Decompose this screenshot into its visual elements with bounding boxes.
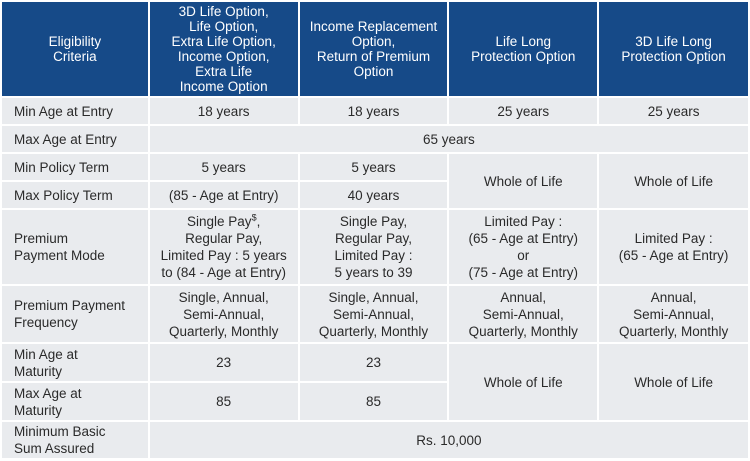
table-cell: Single Pay$, Regular Pay, Limited Pay : … xyxy=(149,210,298,284)
table-cell: 23 xyxy=(149,344,298,381)
row-min-policy-term: Min Policy Term 5 years 5 years Whole of… xyxy=(2,154,748,208)
header-3d-life-long-protection: 3D Life Long Protection Option xyxy=(599,2,748,96)
table-cell: Limited Pay : (65 - Age at Entry) or (75… xyxy=(449,210,598,284)
header-eligibility-criteria: Eligibility Criteria xyxy=(2,2,148,96)
table-cell: 25 years xyxy=(599,98,748,124)
table-cell: 85 xyxy=(149,383,298,420)
criteria-label: Min Age at Entry xyxy=(2,98,148,124)
table-cell: 23 xyxy=(299,344,448,381)
table-cell: Single, Annual, Semi-Annual, Quarterly, … xyxy=(149,286,298,342)
row-max-age-maturity: Max Age at Maturity 85 85 xyxy=(2,383,748,420)
row-premium-payment-mode: Premium Payment Mode Single Pay$, Regula… xyxy=(2,210,748,284)
row-min-basic-sum-assured: Minimum Basic Sum Assured Rs. 10,000 xyxy=(2,422,748,458)
row-max-policy-term: Max Policy Term (85 - Age at Entry) 40 y… xyxy=(2,182,748,208)
table-cell: Whole of Life xyxy=(449,154,598,208)
table-cell: Whole of Life xyxy=(599,154,748,208)
header-income-replacement-option: Income Replacement Option, Return of Pre… xyxy=(299,2,448,96)
table-cell: Limited Pay : (65 - Age at Entry) xyxy=(599,210,748,284)
criteria-label: Max Age at Maturity xyxy=(2,383,148,420)
table-cell: Single, Annual, Semi-Annual, Quarterly, … xyxy=(299,286,448,342)
criteria-label: Max Policy Term xyxy=(2,182,148,208)
header-row: Eligibility Criteria 3D Life Option, Lif… xyxy=(2,2,748,96)
row-min-age-maturity: Min Age at Maturity 23 23 Whole of Life … xyxy=(2,344,748,420)
table-cell: Annual, Semi-Annual, Quarterly, Monthly xyxy=(449,286,598,342)
row-premium-payment-frequency: Premium Payment Frequency Single, Annual… xyxy=(2,286,748,342)
table-cell: Single Pay, Regular Pay, Limited Pay : 5… xyxy=(299,210,448,284)
table-cell: Whole of Life xyxy=(449,344,598,420)
header-life-long-protection: Life Long Protection Option xyxy=(449,2,598,96)
table-cell: 18 years xyxy=(299,98,448,124)
table-cell: Rs. 10,000 xyxy=(149,422,748,458)
cell-text: , Regular Pay, Limited Pay : 5 years to … xyxy=(160,214,287,280)
row-min-age-entry: Min Age at Entry 18 years 18 years 25 ye… xyxy=(2,98,748,124)
table-cell: 25 years xyxy=(449,98,598,124)
table-cell: 65 years xyxy=(149,126,748,152)
criteria-label: Premium Payment Mode xyxy=(2,210,148,284)
table-cell: (85 - Age at Entry) xyxy=(149,182,298,208)
table-cell: Whole of Life xyxy=(599,344,748,420)
criteria-label: Minimum Basic Sum Assured xyxy=(2,422,148,458)
table-cell: 5 years xyxy=(149,154,298,180)
superscript-marker: $ xyxy=(251,212,257,223)
cell-text: Single Pay xyxy=(187,214,252,229)
table-cell: Annual, Semi-Annual, Quarterly, Monthly xyxy=(599,286,748,342)
table-cell: 5 years xyxy=(299,154,448,180)
criteria-label: Premium Payment Frequency xyxy=(2,286,148,342)
table-cell: 40 years xyxy=(299,182,448,208)
row-max-age-entry: Max Age at Entry 65 years xyxy=(2,126,748,152)
table-cell: 85 xyxy=(299,383,448,420)
criteria-label: Min Age at Maturity xyxy=(2,344,148,381)
table-cell: 18 years xyxy=(149,98,298,124)
header-3d-life-option: 3D Life Option, Life Option, Extra Life … xyxy=(149,2,298,96)
criteria-label: Max Age at Entry xyxy=(2,126,148,152)
criteria-label: Min Policy Term xyxy=(2,154,148,180)
